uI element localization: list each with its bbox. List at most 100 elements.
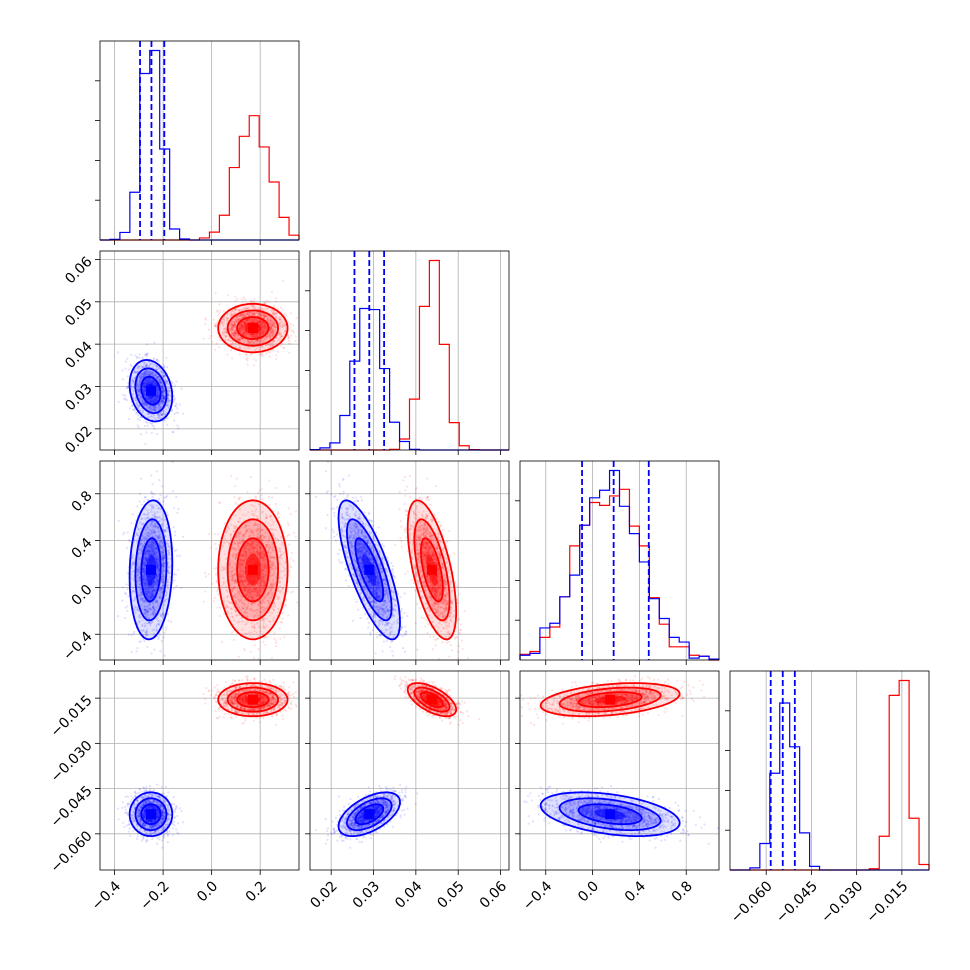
sample-point bbox=[264, 325, 267, 328]
sample-point bbox=[158, 380, 162, 383]
sample-point bbox=[241, 332, 244, 335]
sample-point bbox=[261, 328, 264, 331]
sample-point bbox=[124, 367, 127, 370]
sample-point bbox=[218, 339, 222, 342]
sample-point bbox=[209, 334, 212, 338]
sample-point bbox=[166, 392, 170, 395]
sample-point bbox=[136, 383, 139, 386]
sample-point bbox=[147, 396, 150, 400]
sample-point bbox=[165, 382, 168, 385]
sample-point bbox=[240, 328, 244, 331]
sample-point bbox=[157, 391, 160, 395]
sample-point bbox=[151, 398, 154, 401]
sample-point bbox=[258, 319, 261, 322]
sample-point bbox=[231, 313, 234, 316]
sample-point bbox=[250, 335, 253, 338]
sample-point bbox=[160, 386, 164, 390]
sample-point bbox=[271, 320, 274, 323]
sample-point bbox=[284, 329, 287, 333]
sample-point bbox=[238, 329, 241, 332]
sample-point bbox=[166, 397, 169, 400]
sample-point bbox=[249, 333, 252, 336]
sample-point bbox=[230, 608, 233, 611]
sample-point bbox=[216, 606, 219, 609]
sample-point bbox=[148, 379, 151, 382]
sample-point bbox=[276, 350, 279, 353]
sample-point bbox=[250, 319, 253, 322]
sample-point bbox=[265, 594, 268, 597]
sample-point bbox=[225, 334, 228, 338]
sample-point bbox=[240, 323, 243, 326]
sample-point bbox=[261, 327, 264, 330]
sample-point bbox=[251, 335, 254, 338]
sample-point bbox=[244, 579, 248, 582]
sample-point bbox=[238, 314, 241, 318]
sample-point bbox=[245, 319, 249, 322]
sample-point bbox=[278, 318, 281, 321]
sample-point bbox=[265, 566, 268, 570]
sample-point bbox=[248, 527, 251, 530]
sample-point bbox=[267, 592, 270, 595]
sample-point bbox=[253, 317, 256, 320]
sample-point bbox=[143, 380, 147, 384]
sample-point bbox=[141, 399, 144, 402]
sample-point bbox=[150, 408, 153, 411]
sample-point bbox=[231, 357, 234, 360]
sample-point bbox=[256, 543, 259, 546]
sample-point bbox=[250, 585, 253, 588]
sample-point bbox=[232, 320, 236, 324]
sample-point bbox=[273, 313, 276, 316]
sample-point bbox=[204, 322, 207, 326]
sample-point bbox=[237, 318, 241, 321]
sample-point bbox=[144, 379, 147, 382]
sample-point bbox=[237, 655, 241, 658]
sample-point bbox=[229, 316, 232, 319]
sample-point bbox=[265, 336, 268, 340]
sample-point bbox=[268, 322, 271, 325]
sample-point bbox=[151, 374, 154, 377]
sample-point bbox=[154, 374, 157, 377]
sample-point bbox=[271, 323, 275, 326]
sample-point bbox=[274, 337, 278, 340]
sample-point bbox=[233, 323, 236, 326]
sample-point bbox=[233, 321, 236, 324]
sample-point bbox=[273, 310, 276, 313]
sample-point bbox=[251, 509, 254, 513]
sample-point bbox=[248, 314, 251, 317]
sample-point bbox=[145, 395, 148, 399]
sample-point bbox=[233, 332, 237, 335]
sample-point bbox=[241, 298, 244, 301]
sample-point bbox=[262, 326, 265, 329]
sample-point bbox=[154, 395, 158, 398]
sample-point bbox=[243, 322, 246, 325]
sample-point bbox=[153, 416, 156, 420]
sample-point bbox=[271, 318, 274, 321]
sample-point bbox=[155, 385, 159, 388]
sample-point bbox=[232, 323, 235, 326]
sample-point bbox=[154, 400, 157, 403]
sample-point bbox=[158, 415, 161, 418]
sample-point bbox=[245, 593, 248, 596]
sample-point bbox=[170, 380, 173, 384]
sample-point bbox=[241, 324, 244, 328]
sample-point bbox=[250, 318, 254, 322]
sample-point bbox=[158, 371, 162, 375]
sample-point bbox=[154, 408, 157, 412]
sample-point bbox=[157, 387, 160, 390]
sample-point bbox=[142, 390, 145, 394]
sample-point bbox=[145, 383, 148, 386]
sample-point bbox=[166, 366, 169, 369]
sample-point bbox=[272, 312, 275, 316]
sample-point bbox=[150, 381, 153, 384]
sample-point bbox=[170, 409, 173, 413]
sample-point bbox=[217, 336, 220, 339]
sample-point bbox=[295, 601, 298, 604]
sample-point bbox=[218, 312, 221, 315]
sample-point bbox=[283, 312, 286, 315]
sample-point bbox=[261, 330, 264, 333]
sample-point bbox=[143, 385, 147, 389]
histogram-red bbox=[730, 679, 930, 871]
sample-point bbox=[242, 307, 245, 311]
sample-point bbox=[165, 380, 168, 383]
sample-point bbox=[283, 323, 286, 326]
